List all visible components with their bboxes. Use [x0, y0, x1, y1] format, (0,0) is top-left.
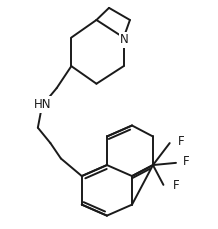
Text: F: F: [173, 180, 179, 192]
Text: F: F: [183, 155, 190, 168]
Text: F: F: [178, 136, 184, 148]
Text: N: N: [120, 33, 129, 46]
Text: HN: HN: [34, 98, 52, 111]
